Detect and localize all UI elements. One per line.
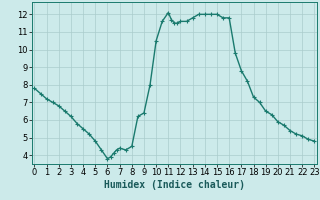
X-axis label: Humidex (Indice chaleur): Humidex (Indice chaleur) (104, 180, 245, 190)
